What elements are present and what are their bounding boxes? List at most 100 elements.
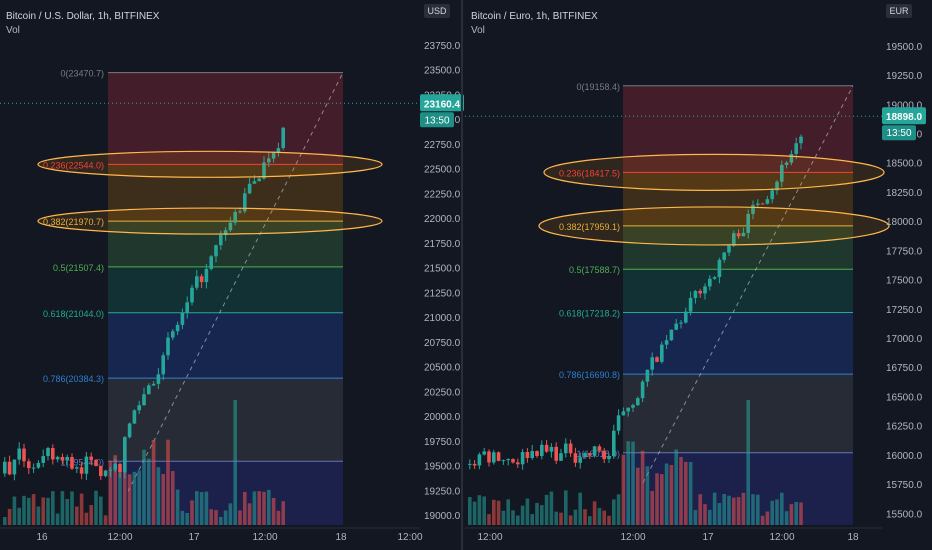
volume-bar (199, 492, 204, 525)
currency-badge[interactable]: EUR (886, 4, 912, 18)
candle-body (75, 467, 79, 469)
candle-body (722, 252, 726, 260)
y-tick-label: 17750.0 (886, 246, 923, 257)
candle-body (664, 340, 669, 345)
candle-body (559, 453, 563, 461)
fib-level-label: 1(19544.0) (60, 457, 104, 467)
volume-bar (712, 492, 717, 525)
candle-body (717, 259, 722, 278)
x-axis[interactable]: 16 12:00 17 12:00 18 12:00 (0, 527, 423, 543)
candle-body (650, 357, 654, 370)
volume-bar (535, 502, 539, 525)
volume-bar (501, 510, 506, 525)
countdown-label: 13:50 (886, 128, 911, 139)
candle-body (99, 465, 103, 477)
volume-bar (506, 499, 510, 525)
volume-bar (142, 449, 146, 525)
x-tick-label: 16 (36, 532, 48, 543)
volume-bar (684, 461, 688, 525)
fib-retracement[interactable]: 0(23470.7) 0.236(22544.0) 0.382(21970.7) 0.… (43, 69, 344, 525)
candle-body (741, 232, 746, 237)
fib-zone (108, 164, 343, 222)
y-tick-label: 17500.0 (886, 276, 923, 287)
candle-body (712, 277, 717, 279)
volume-bar (22, 495, 26, 525)
candle-body (679, 322, 683, 324)
volume-bars (3, 400, 285, 525)
y-tick-label: 16250.0 (886, 422, 923, 433)
countdown-bg (882, 125, 916, 141)
volume-bar (166, 439, 170, 525)
y-tick-label: 21250.0 (424, 288, 461, 299)
y-tick-label: 18000.0 (886, 217, 923, 228)
candle-body (626, 407, 630, 412)
volume-bar (468, 496, 472, 525)
candle-body (31, 467, 36, 469)
y-tick-label: 21750.0 (424, 239, 461, 250)
volume-bar (746, 400, 750, 525)
volume-bar (262, 491, 266, 525)
volume-bar (267, 489, 271, 525)
candle-body (780, 164, 784, 182)
volume-bar (103, 515, 108, 525)
volume-bar (669, 465, 674, 525)
candle-body (132, 410, 137, 424)
y-tick-label: 19000.0 (886, 100, 923, 111)
volume-bar (185, 512, 189, 525)
x-tick-label: 12:00 (769, 532, 794, 543)
candle-body (501, 460, 506, 462)
candle-body (511, 459, 515, 463)
candle-body (147, 385, 151, 395)
y-tick-label: 21000.0 (424, 313, 461, 324)
volume-bar (775, 499, 779, 525)
candle-body (70, 456, 74, 469)
volume-bar (482, 496, 486, 525)
candle-body (496, 452, 501, 461)
volume-bar (487, 514, 491, 525)
candle-body (55, 456, 60, 460)
volume-bar (784, 511, 789, 525)
y-tick-label: 23500.0 (424, 66, 461, 77)
candle-body (166, 337, 170, 356)
candle-body (477, 454, 482, 466)
y-tick-label: 15750.0 (886, 480, 923, 491)
candle-body (549, 446, 554, 452)
y-tick-label: 18500.0 (886, 159, 923, 170)
last-price-bg (420, 94, 464, 112)
chart-pane-btceur[interactable]: 0(19158.4) 0.236(18417.5) 0.382(17959.1) 0.… (465, 4, 926, 543)
chart-pane-btcusd[interactable]: 0(23470.7) 0.236(22544.0) 0.382(21970.7) 0.… (0, 4, 464, 543)
candle-body (271, 152, 276, 159)
volume-bar (60, 491, 65, 525)
last-price-label: 18898.0 (886, 112, 923, 123)
x-axis[interactable]: 12:00 12:00 17 12:00 18 (465, 527, 882, 543)
highlight-ellipse (37, 150, 383, 178)
candle-body (151, 383, 156, 386)
currency-badge[interactable]: USD (424, 4, 450, 18)
volume-bar (180, 510, 185, 525)
candle-body (592, 446, 597, 456)
volume-bar (492, 499, 496, 525)
volume-bar (175, 489, 180, 525)
fib-level-label: 0.618(21044.0) (43, 309, 104, 319)
countdown-bg (420, 112, 454, 128)
candle-body (487, 451, 491, 463)
currency-label: EUR (889, 6, 909, 16)
fib-level-label: 0.236(22544.0) (43, 160, 104, 170)
candle-body (684, 311, 688, 323)
volume-bar (732, 497, 736, 525)
volume-bar (127, 474, 132, 525)
candle-body (708, 278, 712, 287)
candle-body (640, 381, 645, 399)
volume-bar (597, 507, 602, 525)
y-axis[interactable]: 15500.0 15750.0 16000.0 16250.0 16500.0 16750… (886, 42, 923, 520)
volume-bar (789, 504, 794, 525)
candle-body (7, 461, 12, 475)
candle-body (645, 369, 650, 382)
volume-bar (568, 515, 573, 525)
candle-body (472, 463, 477, 466)
candle-body (799, 136, 803, 144)
volume-bar (564, 490, 568, 525)
x-tick-label: 12:00 (477, 532, 502, 543)
volume-bar (27, 497, 31, 525)
